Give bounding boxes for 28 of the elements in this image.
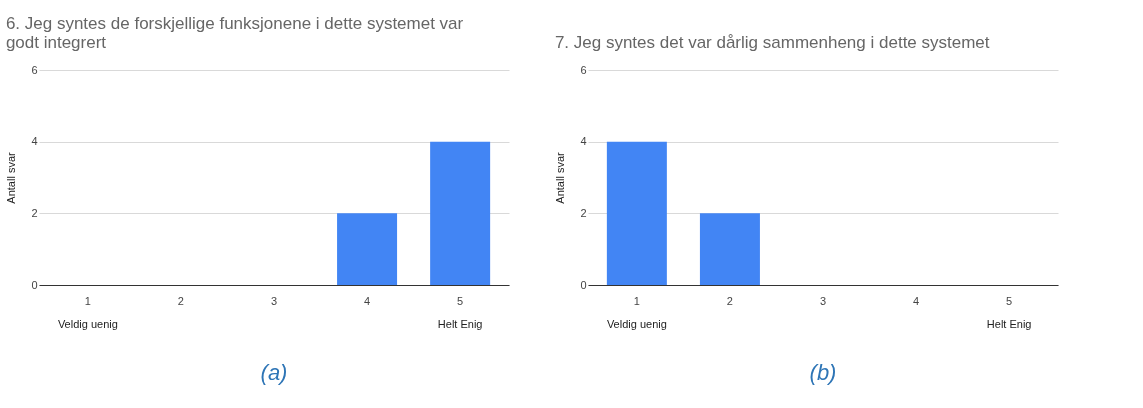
x-tick-label: 4 [364, 294, 371, 307]
y-tick-label: 2 [580, 206, 587, 219]
x-tick-label: 3 [819, 294, 827, 307]
text: (a) [260, 360, 288, 385]
text: Veldig uenig [57, 318, 118, 330]
y-tick-label: 4 [580, 135, 587, 148]
x-tick-label: 1 [84, 294, 91, 307]
y-tick-label: 0 [580, 278, 587, 291]
y-tick-label: 0 [31, 278, 38, 291]
y-axis-title: Antall svar [554, 151, 567, 204]
y-axis-title: Antall svar [5, 151, 18, 204]
x-tick-label: 1 [633, 294, 640, 307]
text: Helt Enig [986, 318, 1032, 330]
y-tick-label: 4 [31, 135, 38, 148]
x-tick-label: 2 [177, 294, 184, 307]
y-tick-label: 6 [580, 63, 587, 76]
y-tick-label: 6 [31, 63, 38, 76]
x-tick-label: 5 [1006, 294, 1013, 307]
x-tick-label: 4 [913, 294, 920, 307]
chart-title: 7. Jeg syntes det var dårlig sammenheng i dette systemet [554, 33, 990, 52]
text: Helt Enig [437, 318, 483, 330]
x-tick-label: 3 [270, 294, 278, 307]
y-tick-label: 2 [31, 206, 38, 219]
text: (b) [809, 360, 837, 385]
chart-title: 6. Jeg syntes de forskjellige funksjonene i dette systemet var godt integrert [5, 14, 464, 52]
x-tick-label: 5 [457, 294, 464, 307]
x-tick-label: 2 [726, 294, 733, 307]
text: Veldig uenig [606, 318, 667, 330]
